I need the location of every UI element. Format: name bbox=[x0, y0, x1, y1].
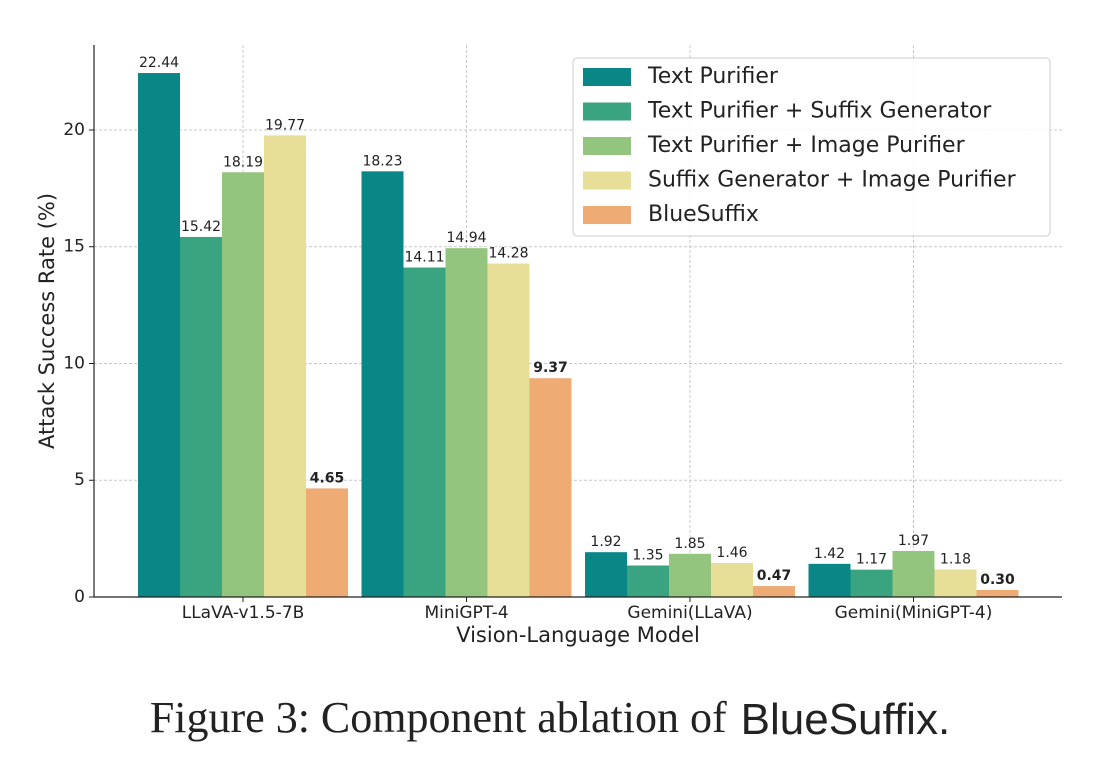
legend-swatch bbox=[583, 102, 631, 121]
value-label: 4.65 bbox=[310, 470, 345, 486]
legend-label: BlueSuffix bbox=[648, 202, 759, 227]
value-label: 9.37 bbox=[533, 360, 568, 376]
bar bbox=[976, 589, 1019, 597]
bar bbox=[529, 378, 572, 597]
bar bbox=[585, 552, 627, 597]
caption-name: BlueSuffix. bbox=[741, 695, 951, 744]
bar bbox=[892, 551, 935, 597]
x-tick-label: Gemini(LLaVA) bbox=[627, 603, 752, 623]
bar bbox=[808, 563, 851, 597]
axes bbox=[93, 45, 1062, 598]
bar bbox=[850, 569, 893, 597]
value-label: 1.46 bbox=[716, 545, 747, 561]
bar bbox=[445, 248, 488, 597]
bar bbox=[180, 236, 222, 597]
y-tick-label: 0 bbox=[74, 587, 85, 607]
bar bbox=[669, 553, 711, 597]
value-label: 0.30 bbox=[980, 572, 1015, 588]
value-label: 14.94 bbox=[446, 230, 486, 246]
y-tick-label: 5 bbox=[74, 470, 85, 490]
value-label: 1.92 bbox=[590, 534, 621, 550]
legend-swatch bbox=[583, 137, 631, 155]
caption-text: Figure 3: Component ablation of bbox=[150, 693, 727, 742]
bar bbox=[627, 565, 669, 597]
value-label: 1.42 bbox=[814, 546, 845, 562]
value-label: 14.28 bbox=[488, 246, 528, 262]
value-label: 1.97 bbox=[898, 533, 929, 549]
value-label: 0.47 bbox=[757, 568, 792, 584]
bar bbox=[306, 488, 348, 597]
y-axis-label: Attack Success Rate (%) bbox=[35, 193, 59, 449]
bar bbox=[138, 73, 180, 597]
bar bbox=[487, 263, 530, 597]
x-tick-label: MiniGPT-4 bbox=[424, 603, 508, 623]
legend-label: Suffix Generator + Image Purifier bbox=[648, 168, 1017, 193]
bar bbox=[934, 569, 977, 597]
y-tick-label: 10 bbox=[63, 353, 85, 373]
bar bbox=[361, 171, 404, 597]
caption: Figure 3: Component ablation of BlueSuff… bbox=[150, 693, 950, 745]
value-label: 18.19 bbox=[223, 154, 263, 170]
x-tick-label: LLaVA-v1.5-7B bbox=[182, 603, 305, 623]
x-axis-label: Vision-Language Model bbox=[456, 623, 700, 647]
legend-label: Text Purifier + Image Purifier bbox=[647, 133, 966, 158]
value-label: 1.17 bbox=[856, 552, 887, 568]
x-tick-label: Gemini(MiniGPT-4) bbox=[835, 603, 993, 623]
bar bbox=[264, 135, 306, 597]
value-label: 1.35 bbox=[632, 547, 663, 563]
bar bbox=[222, 172, 264, 597]
bar bbox=[403, 267, 446, 597]
bar bbox=[711, 562, 753, 597]
value-label: 14.11 bbox=[404, 250, 444, 266]
y-tick-label: 20 bbox=[63, 120, 85, 140]
legend-swatch bbox=[583, 206, 631, 224]
y-tick-label: 15 bbox=[63, 237, 85, 257]
legend-label: Text Purifier bbox=[647, 64, 779, 89]
value-label: 15.42 bbox=[181, 219, 221, 235]
bar bbox=[753, 586, 795, 597]
value-label: 1.85 bbox=[674, 536, 705, 552]
legend-swatch bbox=[583, 68, 631, 86]
value-label: 19.77 bbox=[265, 117, 305, 133]
legend-swatch bbox=[583, 171, 631, 190]
value-label: 22.44 bbox=[139, 55, 179, 71]
value-label: 18.23 bbox=[362, 153, 402, 169]
value-label: 1.18 bbox=[940, 551, 971, 567]
legend-label: Text Purifier + Suffix Generator bbox=[647, 99, 992, 124]
legend-box bbox=[572, 57, 1051, 237]
